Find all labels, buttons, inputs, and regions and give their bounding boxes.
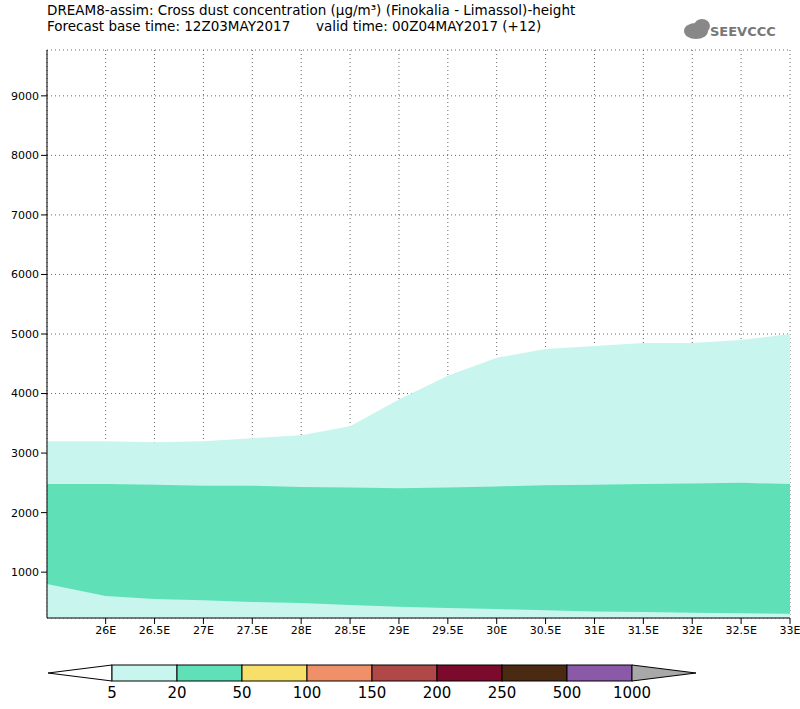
svg-text:5000: 5000: [11, 328, 39, 341]
svg-text:SEEVCCC: SEEVCCC: [710, 24, 776, 39]
svg-text:250: 250: [488, 684, 517, 702]
svg-text:200: 200: [423, 684, 452, 702]
svg-text:50: 50: [232, 684, 251, 702]
svg-text:26E: 26E: [95, 624, 116, 637]
svg-text:32.5E: 32.5E: [725, 624, 756, 637]
svg-text:28.5E: 28.5E: [334, 624, 365, 637]
svg-text:27.5E: 27.5E: [237, 624, 268, 637]
svg-text:30E: 30E: [486, 624, 507, 637]
svg-text:26.5E: 26.5E: [139, 624, 170, 637]
svg-text:500: 500: [553, 684, 582, 702]
svg-text:2000: 2000: [11, 507, 39, 520]
svg-text:31.5E: 31.5E: [628, 624, 659, 637]
svg-text:33E: 33E: [780, 624, 792, 637]
svg-text:1000: 1000: [11, 566, 39, 579]
svg-text:27E: 27E: [193, 624, 214, 637]
svg-text:29.5E: 29.5E: [432, 624, 463, 637]
html-text:Forecast base time: 12Z03MAY20: Forecast base time: 12Z03MAY2017 valid t…: [47, 18, 542, 34]
svg-text:100: 100: [293, 684, 322, 702]
svg-text:4000: 4000: [11, 387, 39, 400]
svg-text:5: 5: [107, 684, 117, 702]
svg-text:1000: 1000: [613, 684, 651, 702]
html-text:DREAM8-assim: Cross dust conce: DREAM8-assim: Cross dust concentration (…: [47, 2, 576, 18]
svg-text:3000: 3000: [11, 447, 39, 460]
svg-text:7000: 7000: [11, 209, 39, 222]
svg-text:29E: 29E: [388, 624, 409, 637]
svg-text:9000: 9000: [11, 90, 39, 103]
svg-text:32E: 32E: [682, 624, 703, 637]
svg-text:6000: 6000: [11, 268, 39, 281]
svg-text:28E: 28E: [291, 624, 312, 637]
svg-text:30.5E: 30.5E: [530, 624, 561, 637]
svg-text:150: 150: [358, 684, 387, 702]
svg-text:8000: 8000: [11, 149, 39, 162]
svg-text:20: 20: [167, 684, 186, 702]
svg-text:31E: 31E: [584, 624, 605, 637]
